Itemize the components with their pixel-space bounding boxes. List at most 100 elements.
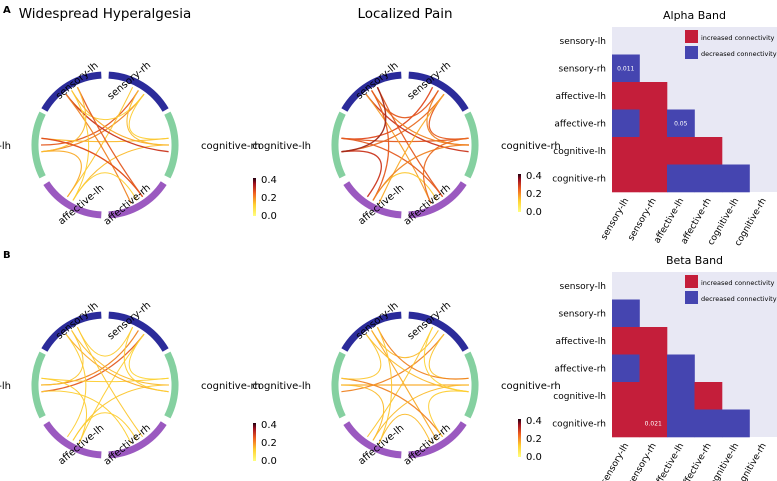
heatmap-row-label: sensory-lh (560, 37, 606, 47)
node-arc (408, 311, 469, 352)
connectivity-edge (422, 137, 469, 204)
connectivity-edge (365, 333, 469, 393)
node-label: cognitive-lh (0, 381, 11, 392)
node-label: cognitive-lh (0, 141, 11, 152)
heatmap-cell (639, 137, 668, 165)
connectivity-edge (376, 86, 444, 198)
heatmap: Alpha Band 0.011 0.05 sensory-lh sensory-rh a… (552, 9, 777, 248)
heatmap-cell (694, 137, 723, 165)
connectivity-circle: sensory-rhcognitive-rhaffective-rhaffect… (252, 300, 560, 468)
heatmap-cell (612, 327, 640, 355)
heatmap-row-label: cognitive-rh (552, 419, 606, 429)
connectivity-edge (341, 93, 445, 153)
colorbar-tick: 0.2 (261, 438, 277, 449)
node-arc (108, 71, 169, 112)
connectivity-edge (41, 377, 169, 383)
colorbar-tick: 0.4 (261, 420, 277, 431)
heatmap-cell (639, 82, 668, 110)
node-arc (408, 181, 467, 219)
connectivity-edge (65, 93, 132, 204)
node-arc (331, 351, 346, 419)
connectivity-edge (366, 326, 434, 438)
legend-label-increased: increased connectivity (701, 34, 775, 42)
colorbar-strip (518, 174, 521, 212)
legend-swatch-decreased (685, 291, 698, 304)
heatmap-title: Beta Band (666, 254, 723, 267)
connectivity-edge (128, 93, 169, 140)
node-arc (408, 71, 469, 112)
node-arc (343, 181, 402, 219)
heatmap-cell (612, 137, 640, 165)
colorbar-tick: 0.2 (526, 189, 542, 200)
node-label: sensory-lh (54, 300, 101, 342)
node-arc (164, 351, 179, 419)
node-label: sensory-lh (54, 60, 101, 102)
legend-label-decreased: decreased connectivity (701, 50, 777, 58)
connectivity-edge (378, 413, 432, 444)
connectivity-edge (376, 326, 393, 444)
node-label: cognitive-lh (252, 381, 311, 392)
colorbar: 0.4 0.2 0.0 (518, 416, 542, 463)
heatmap-cell (612, 82, 640, 110)
heatmap-cell (639, 382, 668, 410)
node-label: sensory-lh (354, 300, 401, 342)
colorbar-strip (253, 178, 256, 216)
heatmap-cell (722, 164, 750, 193)
node-label: cognitive-rh (201, 141, 261, 152)
connectivity-edge (423, 326, 469, 393)
heatmap-cell (694, 382, 723, 410)
node-arc (464, 111, 479, 179)
colorbar-tick: 0.4 (526, 416, 542, 427)
connectivity-edge (65, 93, 169, 153)
heatmap-cell (639, 109, 668, 138)
connectivity-edge (41, 137, 144, 198)
heatmap-cell (667, 409, 695, 438)
heatmap-cell (612, 354, 640, 383)
connectivity-edge (341, 333, 382, 380)
heatmap-cell (667, 354, 695, 383)
node-arc (343, 421, 402, 459)
heatmap-col-label: sensory-lh (599, 442, 631, 481)
heatmap-row-label: sensory-rh (559, 64, 607, 74)
connectivity-edge (76, 326, 144, 438)
connectivity-edge (41, 377, 88, 444)
heatmap-row-label: cognitive-rh (552, 174, 606, 184)
connectivity-circle: sensory-rhcognitive-rhaffective-rhaffect… (0, 300, 261, 468)
node-arc (341, 71, 402, 112)
connectivity-edge (123, 326, 169, 393)
heatmap-cell (612, 382, 640, 410)
heatmap-cell (612, 164, 640, 193)
heatmap-row-label: affective-rh (554, 119, 606, 129)
legend-label-decreased: decreased connectivity (701, 295, 777, 303)
connectivity-edge (71, 90, 90, 201)
node-label: sensory-lh (354, 60, 401, 102)
heatmap-cell (612, 109, 640, 138)
connectivity-edge (76, 86, 144, 198)
legend-swatch-increased (685, 275, 698, 288)
colorbar-tick: 0.0 (526, 452, 542, 463)
colorbar: 0.4 0.2 0.0 (253, 175, 277, 222)
node-arc (43, 181, 102, 219)
node-arc (108, 181, 167, 219)
heatmap-row-label: affective-rh (554, 364, 606, 374)
heatmap-cell (612, 54, 640, 83)
connectivity-edge (372, 384, 470, 441)
connectivity-edge (341, 333, 445, 393)
node-label: cognitive-rh (501, 141, 561, 152)
connectivity-edge (41, 333, 145, 393)
connectivity-edge (371, 330, 438, 441)
connectivity-edge (65, 333, 87, 438)
connectivity-edge (41, 93, 145, 153)
heatmap: Beta Band0.021sensory-lhsensory-rhaffect… (552, 254, 777, 481)
colorbar-tick: 0.0 (261, 211, 277, 222)
connectivity-edge (376, 326, 469, 380)
node-arc (164, 111, 179, 179)
connectivity-edge (78, 333, 145, 444)
heatmap-cell (639, 327, 668, 355)
node-arc (108, 421, 167, 459)
connectivity-edge (72, 412, 138, 441)
colorbar-tick: 0.2 (261, 193, 277, 204)
circle-title: Localized Pain (357, 6, 452, 22)
node-arc (41, 311, 102, 352)
